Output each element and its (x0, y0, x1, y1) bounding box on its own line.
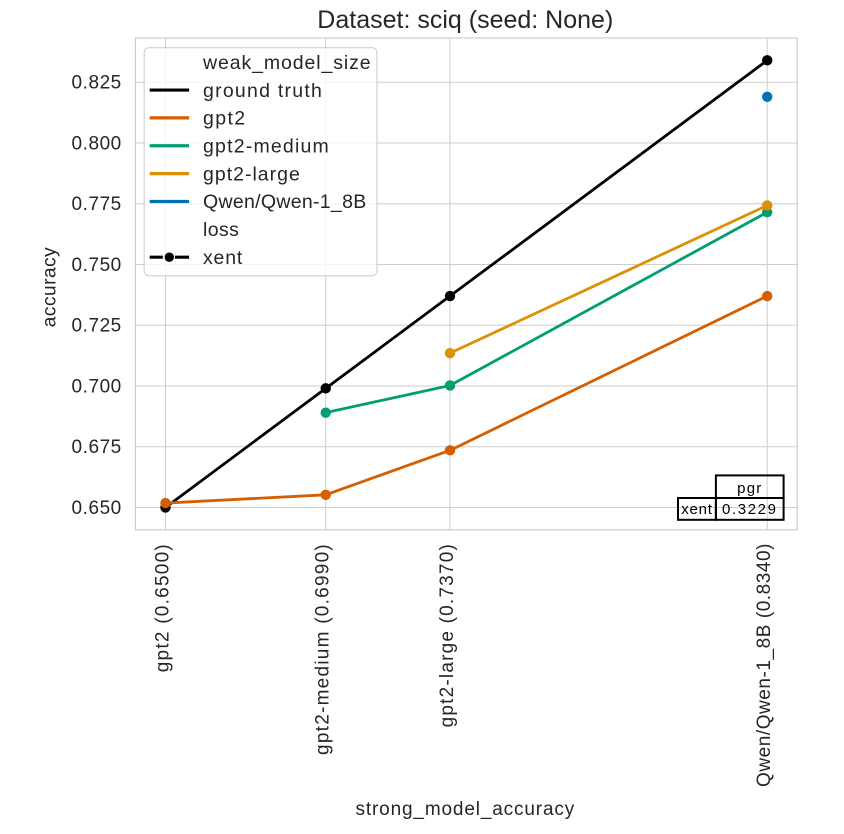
svg-text:strong_model_accuracy: strong_model_accuracy (356, 799, 576, 820)
svg-text:0.650: 0.650 (72, 498, 122, 519)
svg-text:0.750: 0.750 (72, 255, 122, 276)
svg-text:0.825: 0.825 (72, 73, 122, 94)
svg-text:0.725: 0.725 (72, 316, 122, 337)
svg-text:0.775: 0.775 (72, 194, 122, 215)
svg-text:pgr: pgr (737, 480, 762, 497)
svg-text:0.675: 0.675 (72, 437, 122, 458)
svg-text:Dataset: sciq (seed: None): Dataset: sciq (seed: None) (317, 6, 613, 34)
svg-text:gpt2-medium (0.6990): gpt2-medium (0.6990) (313, 543, 334, 755)
svg-text:weak_model_size: weak_model_size (202, 52, 372, 74)
svg-text:0.800: 0.800 (72, 133, 122, 154)
svg-text:gpt2 (0.6500): gpt2 (0.6500) (152, 543, 173, 672)
svg-text:xent: xent (203, 247, 243, 269)
svg-text:Qwen/Qwen-1_8B (0.8340): Qwen/Qwen-1_8B (0.8340) (754, 543, 775, 787)
svg-text:Qwen/Qwen-1_8B: Qwen/Qwen-1_8B (203, 191, 367, 213)
svg-text:ground truth: ground truth (203, 80, 323, 102)
svg-text:loss: loss (203, 219, 239, 241)
svg-text:gpt2-large: gpt2-large (203, 163, 301, 185)
svg-text:xent: xent (681, 501, 713, 518)
svg-text:0.3229: 0.3229 (722, 501, 777, 518)
svg-text:0.700: 0.700 (72, 376, 122, 397)
svg-text:gpt2-large (0.7370): gpt2-large (0.7370) (437, 543, 458, 727)
svg-text:accuracy: accuracy (40, 247, 61, 327)
svg-text:gpt2: gpt2 (203, 108, 247, 130)
svg-text:gpt2-medium: gpt2-medium (203, 135, 330, 157)
